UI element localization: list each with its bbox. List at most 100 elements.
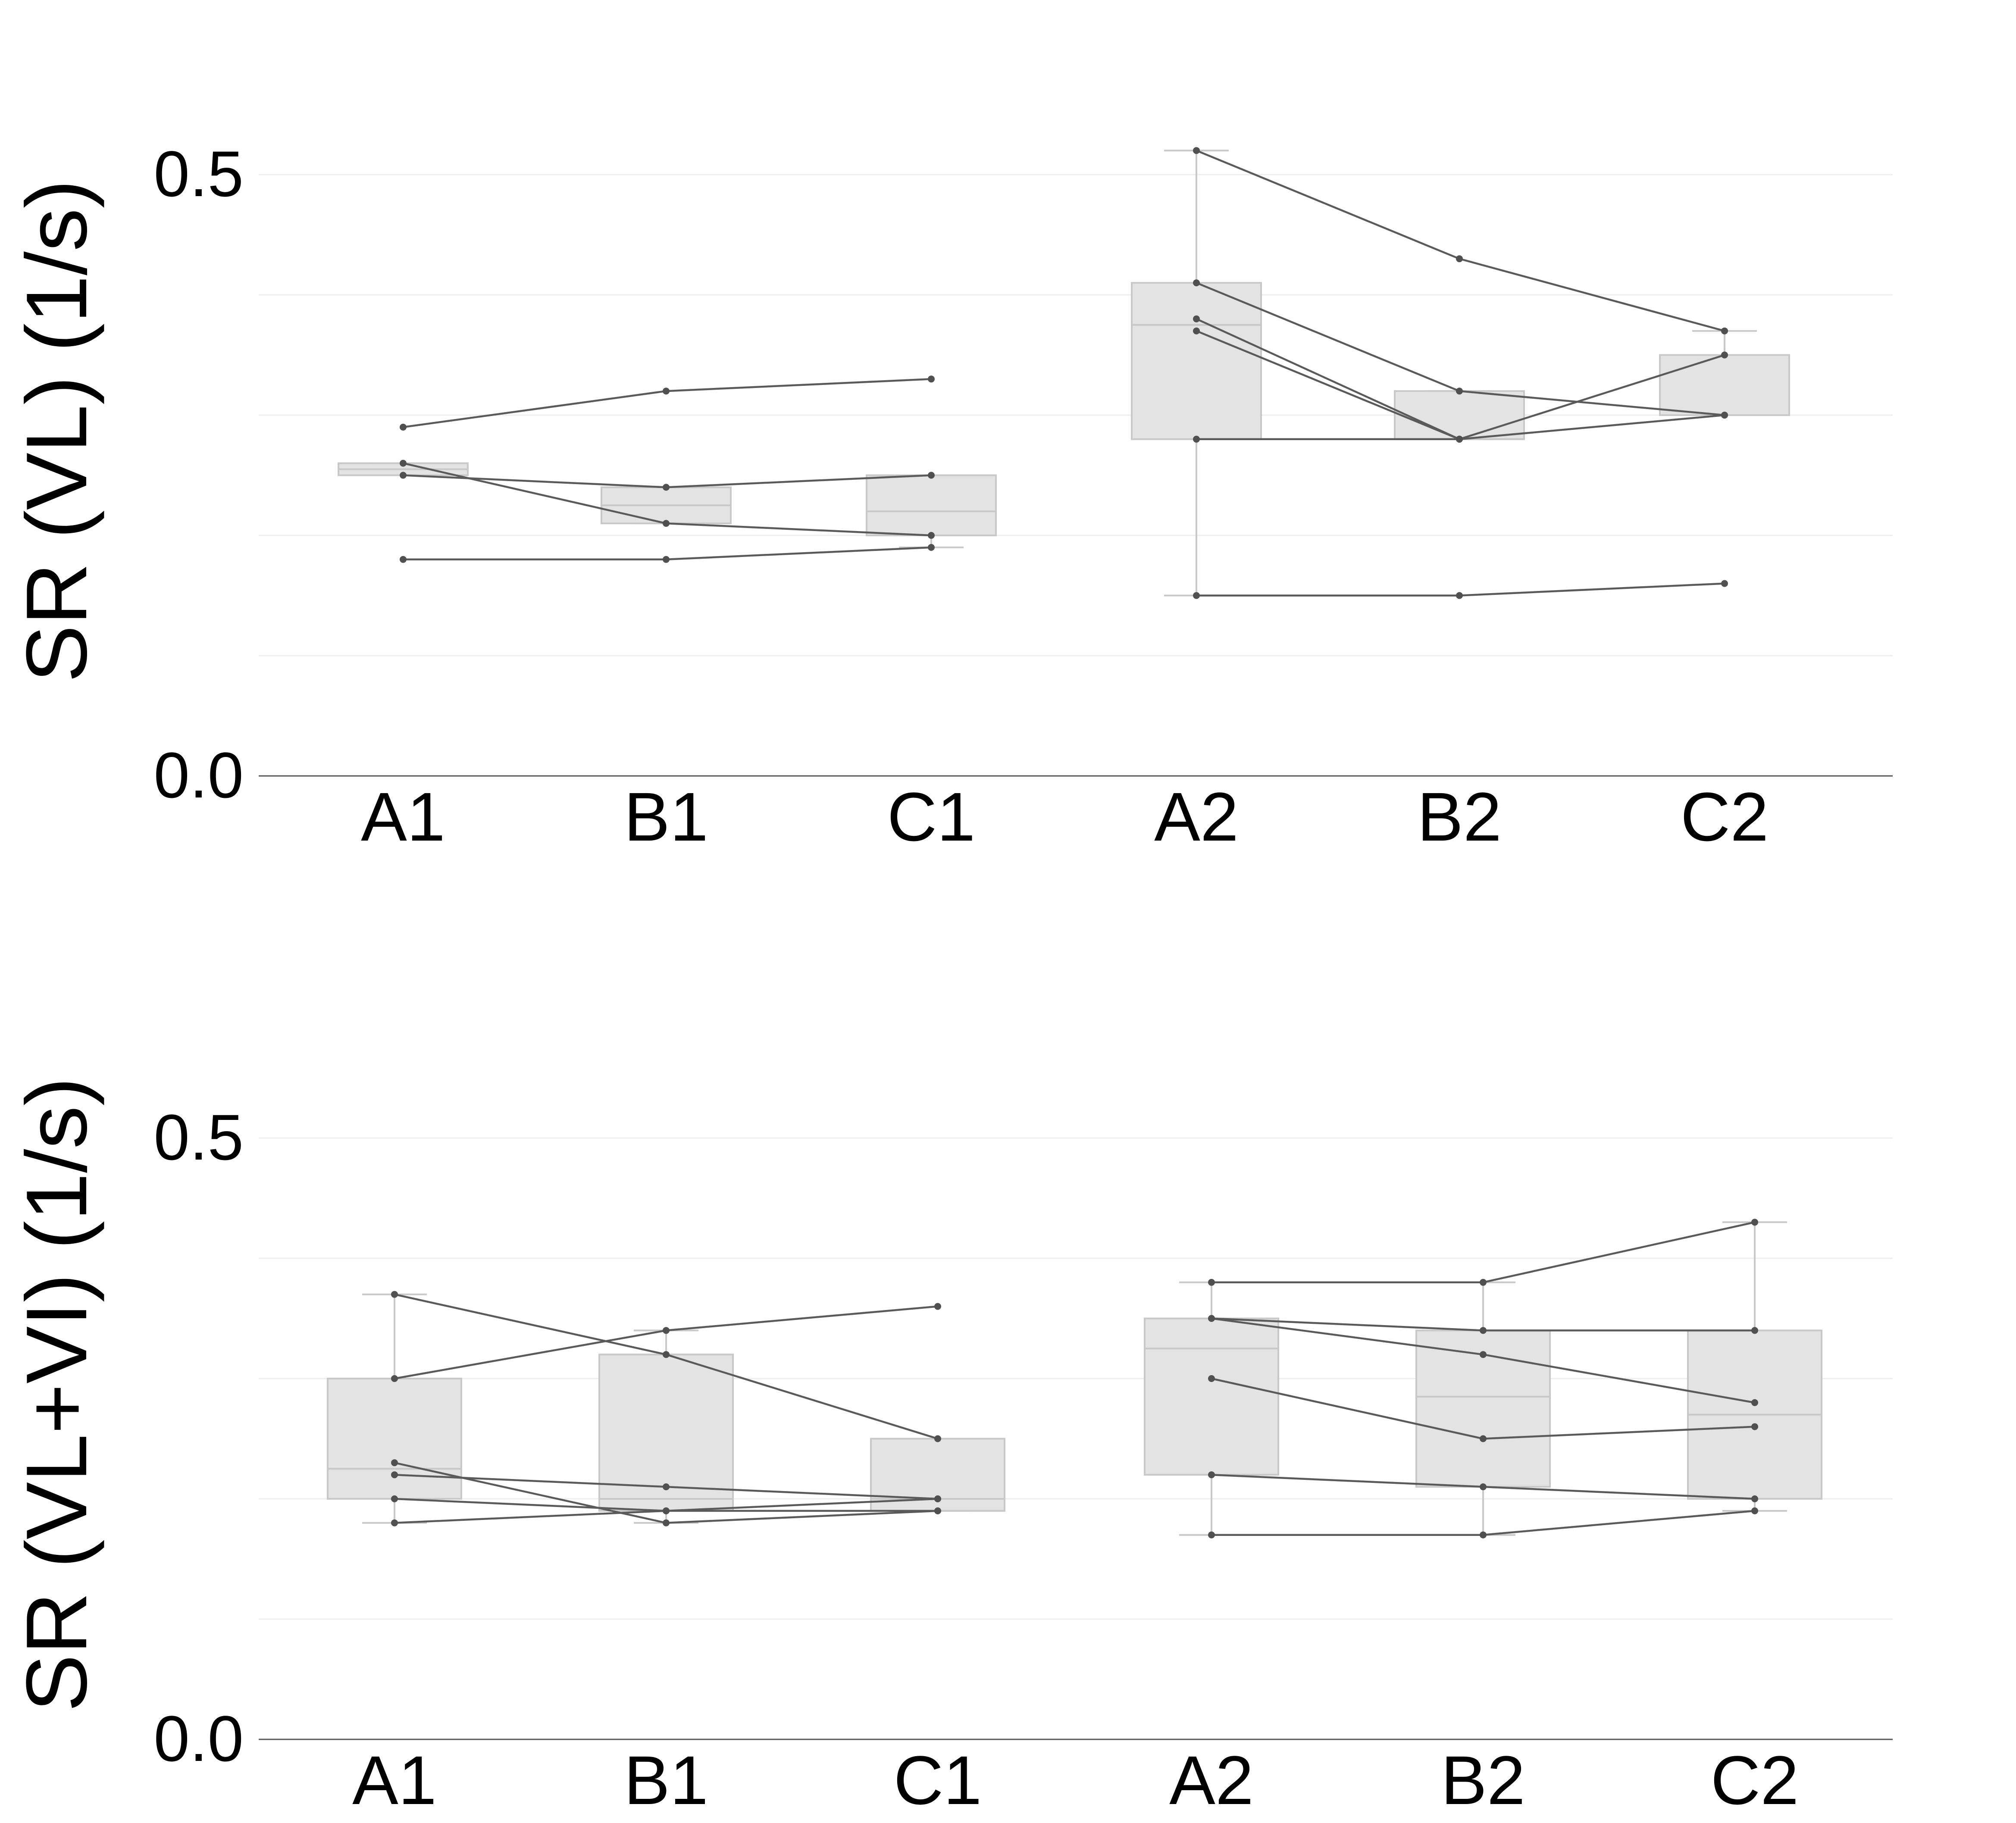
subject-point xyxy=(1456,435,1463,443)
subject-point xyxy=(391,1471,398,1479)
box-body xyxy=(1659,354,1790,416)
x-tick-label: A2 xyxy=(1154,778,1239,855)
box-B2 xyxy=(1394,390,1525,440)
x-tick-label: C2 xyxy=(1711,1742,1799,1819)
subject-point xyxy=(1208,1531,1215,1538)
x-tick-label: A1 xyxy=(352,1742,437,1819)
box-B1 xyxy=(598,1329,734,1524)
subject-point xyxy=(1208,1315,1215,1322)
subject-point xyxy=(663,1351,670,1358)
subject-line xyxy=(1208,1507,1758,1538)
subject-point xyxy=(1193,147,1200,154)
x-tick-label: C2 xyxy=(1681,778,1769,855)
subject-point xyxy=(1480,1435,1487,1442)
y-tick-label: 0.5 xyxy=(153,138,244,210)
subject-point xyxy=(934,1435,941,1442)
x-tick-label: C1 xyxy=(887,778,976,855)
subject-line xyxy=(400,472,935,491)
subject-point xyxy=(1456,592,1463,599)
subject-point xyxy=(1751,1423,1758,1430)
subject-point xyxy=(1480,1327,1487,1334)
subject-point xyxy=(663,556,670,563)
subject-point xyxy=(1751,1219,1758,1226)
subject-point xyxy=(663,1483,670,1491)
y-axis-title: SR (VL+VI) (1/s) xyxy=(9,1077,105,1712)
subject-point xyxy=(1193,592,1200,599)
x-tick-label: C1 xyxy=(894,1742,982,1819)
box-body xyxy=(866,474,997,536)
subject-point xyxy=(1193,435,1200,443)
subject-line xyxy=(1208,1471,1758,1502)
subject-point xyxy=(400,460,407,467)
x-tick-label: A2 xyxy=(1169,1742,1254,1819)
subject-point xyxy=(934,1507,941,1514)
subject-point xyxy=(663,1507,670,1514)
box-body xyxy=(327,1378,462,1500)
subject-point xyxy=(1193,327,1200,335)
y-axis-title: SR (VL) (1/s) xyxy=(9,180,105,683)
x-tick-label: B2 xyxy=(1417,778,1502,855)
box-B1 xyxy=(601,486,732,525)
subject-point xyxy=(1721,580,1728,587)
subject-point xyxy=(400,556,407,563)
subject-point xyxy=(1456,388,1463,395)
subject-point xyxy=(1480,1279,1487,1286)
subject-line xyxy=(400,544,935,563)
subject-point xyxy=(1208,1375,1215,1382)
y-tick-label: 0.0 xyxy=(153,1702,244,1775)
subject-point xyxy=(1208,1279,1215,1286)
subject-point xyxy=(1480,1483,1487,1491)
subject-point xyxy=(1480,1351,1487,1358)
bottom-panel: 0.0 0.5 A1 B1 C1 A2 B2 C2 SR (VL+VI) (1/s) xyxy=(9,1077,1893,1819)
x-tick-label: B1 xyxy=(624,1742,708,1819)
subject-point xyxy=(1751,1399,1758,1406)
box-A1 xyxy=(327,1293,462,1524)
subject-point xyxy=(1751,1327,1758,1334)
subject-point xyxy=(928,375,935,383)
subject-point xyxy=(934,1495,941,1502)
subject-line xyxy=(1208,1315,1758,1406)
subject-line xyxy=(1208,1375,1758,1442)
box-C2 xyxy=(1687,1221,1822,1512)
box-body xyxy=(1144,1317,1279,1476)
box-body xyxy=(1131,282,1262,440)
subject-point xyxy=(391,1495,398,1502)
y-tick-label: 0.0 xyxy=(153,739,244,811)
subject-point xyxy=(1480,1531,1487,1538)
subject-point xyxy=(928,544,935,551)
y-tick-label: 0.5 xyxy=(153,1101,244,1173)
subject-point xyxy=(663,1519,670,1526)
subject-line xyxy=(1193,147,1728,335)
subject-point xyxy=(391,1291,398,1298)
x-tick-label: B1 xyxy=(624,778,708,855)
subject-point xyxy=(400,472,407,479)
subject-line xyxy=(391,1495,941,1526)
subject-point xyxy=(1721,327,1728,335)
subject-point xyxy=(663,1327,670,1334)
box-C1 xyxy=(866,474,997,548)
subject-point xyxy=(928,532,935,539)
subject-path xyxy=(403,378,932,428)
box-A2 xyxy=(1131,150,1262,597)
subject-line xyxy=(391,1291,941,1442)
subject-line xyxy=(400,375,935,431)
subject-point xyxy=(391,1519,398,1526)
subject-point xyxy=(663,520,670,527)
subject-point xyxy=(391,1375,398,1382)
subject-point xyxy=(1721,412,1728,419)
subject-point xyxy=(934,1303,941,1310)
subject-point xyxy=(1208,1471,1215,1479)
subject-point xyxy=(1193,315,1200,322)
subject-line xyxy=(1208,1219,1758,1286)
subject-point xyxy=(391,1459,398,1467)
subject-path xyxy=(1196,150,1725,332)
subject-line xyxy=(1193,580,1728,599)
subject-point xyxy=(1721,351,1728,359)
subject-point xyxy=(1751,1507,1758,1514)
subject-line xyxy=(1193,435,1463,443)
subject-point xyxy=(663,388,670,395)
top-panel: 0.0 0.5 A1 B1 C1 A2 B2 C2 SR (VL) (1/s) xyxy=(9,138,1893,855)
subject-path xyxy=(1211,1221,1755,1284)
box-B2 xyxy=(1415,1281,1551,1536)
